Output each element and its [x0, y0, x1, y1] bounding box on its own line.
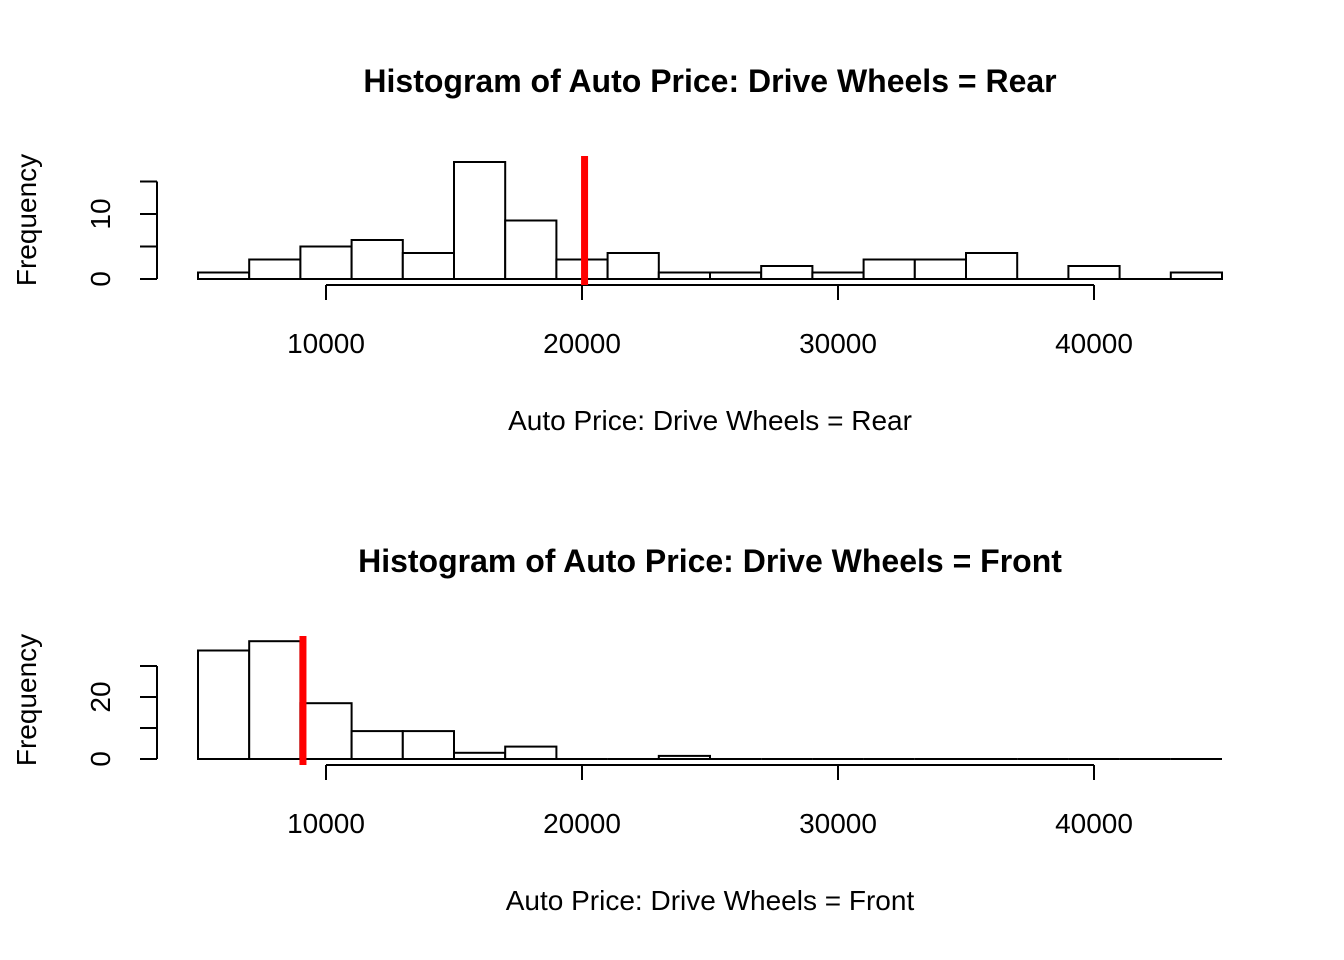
- histogram-bar: [401, 730, 455, 760]
- x-axis-label: Auto Price: Drive Wheels = Front: [506, 885, 915, 916]
- histogram-bar: [504, 219, 558, 280]
- x-tick-label: 10000: [287, 808, 365, 839]
- histogram-bar: [197, 649, 251, 760]
- histogram-bar: [1067, 265, 1121, 280]
- histogram-bar: [862, 258, 916, 280]
- y-axis-label: Frequency: [11, 154, 42, 286]
- panel-rear: Histogram of Auto Price: Drive Wheels = …: [11, 63, 1224, 436]
- chart-title: Histogram of Auto Price: Drive Wheels = …: [363, 63, 1056, 99]
- x-tick-label: 30000: [799, 328, 877, 359]
- histogram-bar: [913, 258, 967, 280]
- x-tick-label: 20000: [543, 328, 621, 359]
- panel-front: Histogram of Auto Price: Drive Wheels = …: [11, 543, 1222, 916]
- histogram-bar: [401, 252, 455, 280]
- x-tick-label: 30000: [799, 808, 877, 839]
- histogram-bar: [811, 271, 865, 280]
- histogram-bar: [350, 239, 404, 280]
- y-tick-label: 0: [85, 271, 116, 287]
- histogram-bar: [1169, 271, 1224, 280]
- x-axis-label: Auto Price: Drive Wheels = Rear: [508, 405, 912, 436]
- y-tick-label: 20: [85, 681, 116, 712]
- x-tick-label: 40000: [1055, 328, 1133, 359]
- histogram-bar: [760, 265, 814, 280]
- histogram-bar: [299, 702, 353, 761]
- histogram-bar: [657, 271, 711, 280]
- x-tick-label: 20000: [543, 808, 621, 839]
- histogram-bar: [504, 745, 558, 760]
- histogram-bar: [197, 271, 251, 280]
- histogram-bar: [299, 245, 353, 280]
- histogram-bar: [248, 640, 302, 761]
- x-tick-label: 40000: [1055, 808, 1133, 839]
- histogram-bar: [965, 252, 1019, 280]
- histogram-bar: [453, 751, 507, 760]
- y-tick-label: 10: [85, 198, 116, 229]
- histogram-bar: [248, 258, 302, 280]
- histogram-bar: [709, 271, 763, 280]
- histogram-bar: [453, 161, 507, 280]
- chart-title: Histogram of Auto Price: Drive Wheels = …: [358, 543, 1062, 579]
- histogram-bar: [350, 730, 404, 760]
- y-tick-label: 0: [85, 751, 116, 767]
- histogram-bar: [657, 754, 711, 761]
- x-tick-label: 10000: [287, 328, 365, 359]
- y-axis-label: Frequency: [11, 634, 42, 766]
- histogram-bar: [606, 252, 660, 280]
